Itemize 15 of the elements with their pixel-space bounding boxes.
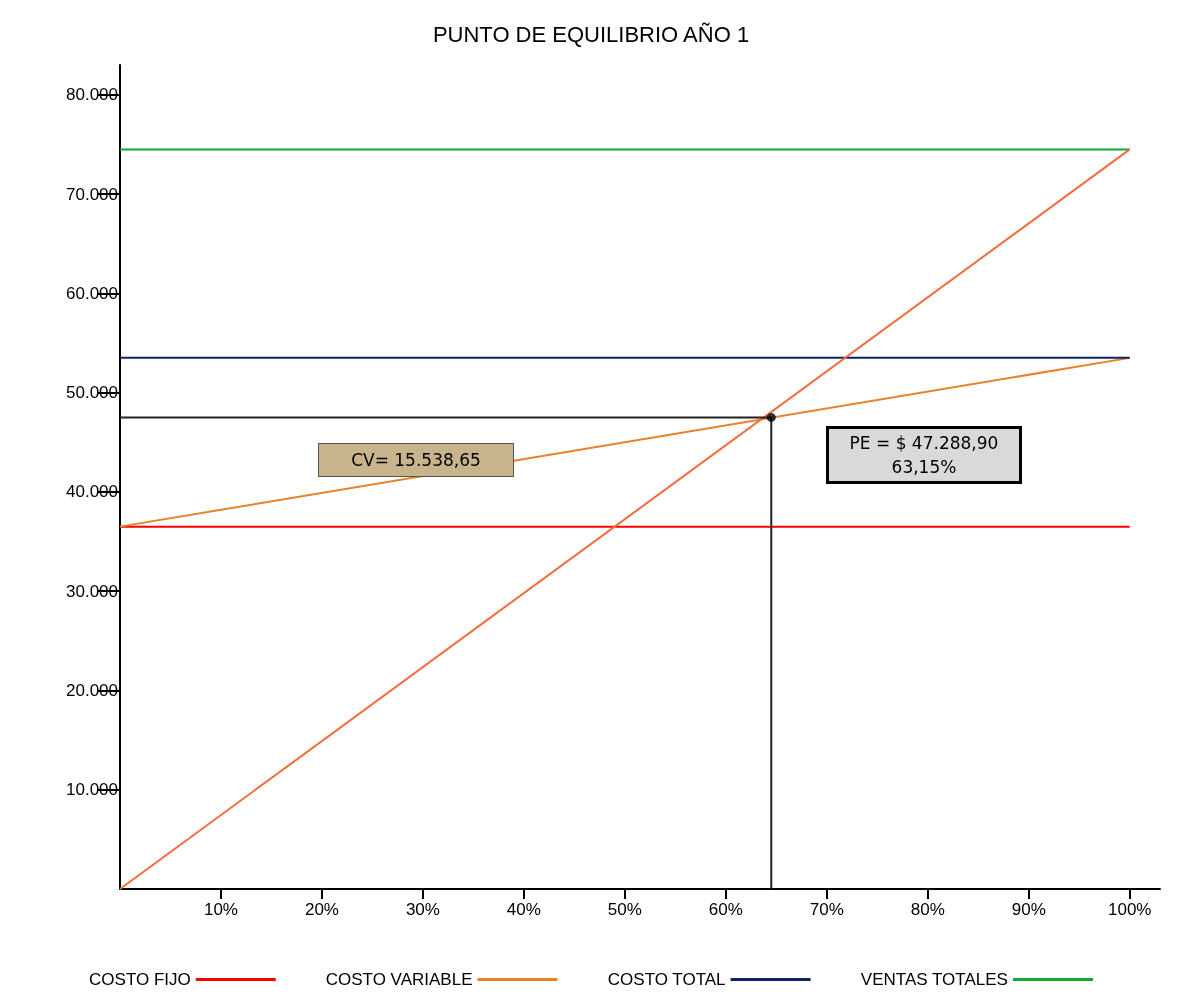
legend-label: COSTO TOTAL	[607, 970, 726, 989]
legend-label: COSTO FIJO	[89, 970, 191, 989]
x-tick-label: 50%	[607, 900, 642, 919]
x-tick-label: 100%	[1107, 900, 1152, 919]
legend-label: COSTO VARIABLE	[325, 970, 473, 989]
x-tick-label: 70%	[809, 900, 844, 919]
x-tick-label: 10%	[203, 900, 238, 919]
x-tick-label: 90%	[1011, 900, 1046, 919]
x-tick-label: 60%	[708, 900, 743, 919]
chart-title: PUNTO DE EQUILIBRIO AÑO 1	[432, 21, 750, 47]
x-tick-label: 40%	[506, 900, 541, 919]
x-tick-label: 30%	[405, 900, 440, 919]
legend-label: VENTAS TOTALES	[860, 970, 1008, 989]
x-tick-label: 80%	[910, 900, 945, 919]
x-tick-label: 20%	[304, 900, 339, 919]
